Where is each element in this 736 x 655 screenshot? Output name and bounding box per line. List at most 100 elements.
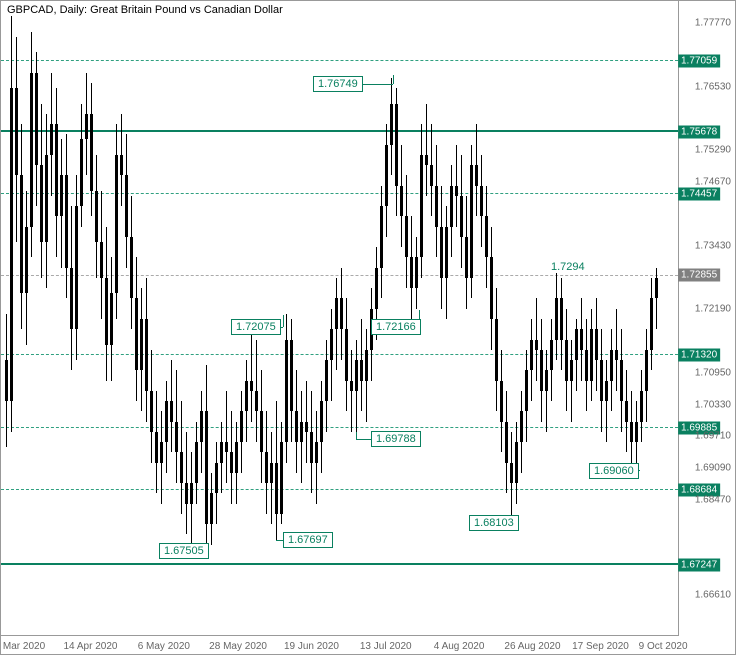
candle[interactable] [65,175,68,267]
candle[interactable] [220,442,223,463]
candle[interactable] [145,319,148,391]
candle[interactable] [440,227,443,278]
candle[interactable] [655,278,658,299]
candle[interactable] [585,350,588,381]
candle[interactable] [475,165,478,186]
candle[interactable] [405,216,408,257]
candle[interactable] [565,340,568,381]
candle[interactable] [495,319,498,381]
candle[interactable] [340,298,343,329]
candle[interactable] [325,360,328,401]
candle[interactable] [200,411,203,442]
candle[interactable] [385,145,388,207]
candle[interactable] [540,350,543,391]
candle[interactable] [580,329,583,350]
candle[interactable] [520,411,523,442]
candle[interactable] [470,165,473,278]
candle[interactable] [425,155,428,165]
candle[interactable] [175,422,178,453]
candle[interactable] [120,155,123,176]
candle[interactable] [10,88,13,401]
candle[interactable] [335,298,338,329]
candle[interactable] [595,329,598,360]
candle[interactable] [315,442,318,463]
candle[interactable] [70,268,73,330]
candle[interactable] [380,206,383,268]
candle[interactable] [150,391,153,432]
candle[interactable] [465,237,468,278]
candle[interactable] [505,422,508,463]
candle[interactable] [480,186,483,217]
price-annotation[interactable]: 1.72166 [371,319,421,335]
candle[interactable] [235,442,238,473]
price-annotation[interactable]: 1.76749 [313,76,363,92]
candle[interactable] [650,298,653,349]
candle[interactable] [105,278,108,345]
candle[interactable] [80,139,83,206]
candle[interactable] [305,422,308,432]
candle[interactable] [230,452,233,473]
horizontal-line[interactable]: 1.69885 [1,427,678,428]
price-annotation[interactable]: 1.68103 [469,515,519,531]
candle[interactable] [95,191,98,242]
candle[interactable] [360,360,363,381]
candle[interactable] [255,391,258,412]
candle[interactable] [395,104,398,186]
candle[interactable] [185,483,188,504]
candle[interactable] [115,155,118,293]
candle[interactable] [525,370,528,411]
candle[interactable] [300,422,303,443]
candle[interactable] [570,360,573,381]
candle[interactable] [40,165,43,242]
candle[interactable] [180,452,183,483]
candle[interactable] [545,370,548,391]
candle[interactable] [240,411,243,442]
candle[interactable] [600,360,603,401]
candle[interactable] [630,422,633,443]
candle[interactable] [625,401,628,422]
price-annotation[interactable]: 1.69788 [371,431,421,447]
candle[interactable] [510,463,513,484]
candle[interactable] [400,186,403,217]
candle[interactable] [265,452,268,483]
candle[interactable] [15,88,18,175]
horizontal-line[interactable]: 1.75678 [1,130,678,132]
candle[interactable] [485,216,488,257]
horizontal-line[interactable]: 1.77059 [1,60,678,61]
horizontal-line[interactable]: 1.68684 [1,489,678,490]
candle[interactable] [460,196,463,237]
candle[interactable] [455,186,458,196]
candle[interactable] [195,442,198,483]
candle[interactable] [5,360,8,401]
candle[interactable] [130,237,133,299]
candle[interactable] [125,175,128,237]
candle[interactable] [295,411,298,442]
candle[interactable] [345,329,348,380]
candle[interactable] [640,391,643,422]
candle[interactable] [555,298,558,339]
price-annotation[interactable]: 1.67697 [283,532,333,548]
candle[interactable] [290,340,293,412]
candle[interactable] [20,175,23,293]
candle[interactable] [45,155,48,242]
price-annotation[interactable]: 1.67505 [159,543,209,559]
candle[interactable] [75,206,78,329]
candle[interactable] [155,432,158,463]
candle[interactable] [550,340,553,371]
candle[interactable] [215,463,218,494]
candle[interactable] [350,381,353,391]
candle[interactable] [285,340,288,443]
candle[interactable] [445,227,448,278]
candle[interactable] [500,381,503,422]
candle[interactable] [225,442,228,452]
candle[interactable] [160,442,163,463]
candle[interactable] [390,104,393,145]
candle[interactable] [635,422,638,443]
candle[interactable] [35,73,38,165]
candle[interactable] [535,340,538,350]
candle[interactable] [245,381,248,412]
candle[interactable] [50,124,53,155]
candle[interactable] [590,329,593,380]
candle[interactable] [430,165,433,186]
candle[interactable] [190,483,193,504]
